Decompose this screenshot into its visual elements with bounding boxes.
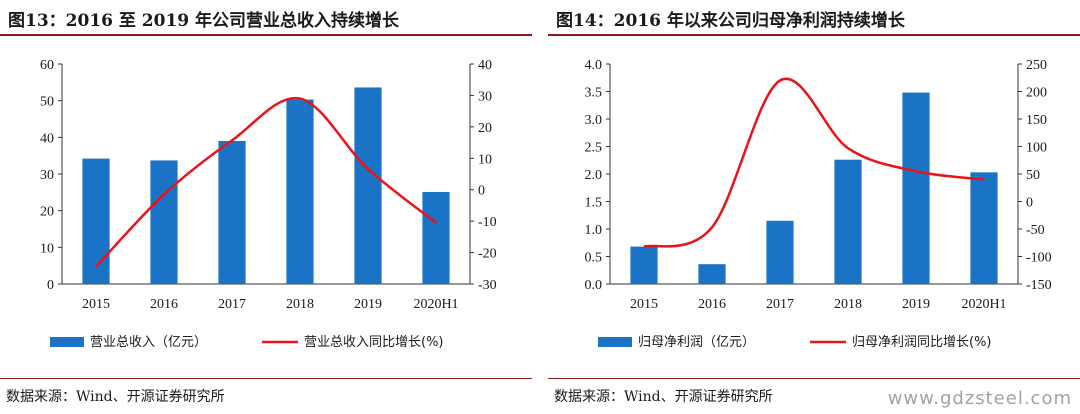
- chart-profit: 0.0 0.5 1.0 1.5 2.0 2.5 3.0 3.5 4.0 -150 -100 -50 0 5…: [585, 58, 1052, 350]
- legend-bar-label: 归母净利润（亿元）: [638, 335, 755, 350]
- legend-line-label: 归母净利润同比增长(%): [852, 335, 992, 350]
- left-tick-label: 0: [47, 278, 54, 293]
- left-tick-label: 3.0: [585, 113, 603, 128]
- bar: [354, 87, 382, 284]
- left-tick-label: 2.0: [585, 168, 603, 183]
- chart-panel-profit: 图14：2016 年以来公司归母净利润持续增长 0.0 0.5 1.0 1.5 2.0 2…: [548, 0, 1080, 414]
- x-tick-label: 2019: [902, 297, 930, 312]
- right-tick-label: 250: [1026, 58, 1047, 73]
- title-divider: [0, 34, 532, 36]
- bar: [698, 264, 726, 284]
- left-tick-label: 4.0: [585, 58, 603, 73]
- left-tick-label: 40: [40, 131, 54, 146]
- right-tick-label: 0: [478, 184, 485, 199]
- source-divider: [0, 378, 532, 379]
- right-tick-label: 0: [1026, 196, 1033, 211]
- source-divider: [548, 378, 1080, 379]
- right-tick-label: 100: [1026, 141, 1047, 156]
- left-tick-label: 0.5: [585, 251, 603, 266]
- left-tick-label: 60: [40, 58, 54, 73]
- bar: [902, 92, 930, 284]
- bar: [218, 141, 246, 284]
- legend-bar-label: 营业总收入（亿元）: [90, 335, 207, 350]
- right-tick-label: 40: [478, 58, 492, 73]
- left-tick-label: 1.0: [585, 223, 603, 238]
- legend-bar-swatch: [598, 337, 632, 347]
- bar: [970, 172, 998, 284]
- chart-title: 图14：2016 年以来公司归母净利润持续增长: [556, 11, 905, 31]
- growth-line: [643, 77, 985, 248]
- left-tick-label: 2.5: [585, 141, 603, 156]
- right-tick-label: 150: [1026, 113, 1047, 128]
- left-tick-label: 1.5: [585, 196, 603, 211]
- right-tick-label: 50: [1026, 168, 1040, 183]
- x-tick-label: 2015: [630, 297, 658, 312]
- right-tick-label: -20: [478, 247, 497, 262]
- right-tick-label: 20: [478, 121, 492, 136]
- x-tick-label: 2018: [286, 297, 314, 312]
- x-tick-label: 2016: [150, 297, 178, 312]
- bar: [630, 246, 658, 284]
- right-tick-label: 200: [1026, 86, 1047, 101]
- legend-bar-swatch: [50, 337, 84, 347]
- right-tick-label: -30: [478, 278, 497, 293]
- x-tick-label: 2020H1: [961, 297, 1006, 312]
- x-tick-label: 2019: [354, 297, 382, 312]
- source-note: 数据来源：Wind、开源证券研究所: [554, 389, 773, 405]
- x-tick-label: 2015: [82, 297, 110, 312]
- title-divider: [548, 34, 1080, 36]
- watermark: www.gdzsteel.com: [887, 388, 1072, 409]
- right-tick-label: -10: [478, 215, 497, 230]
- left-tick-label: 3.5: [585, 86, 603, 101]
- left-tick-label: 20: [40, 205, 54, 220]
- bar: [422, 191, 450, 284]
- bar: [82, 158, 110, 284]
- right-tick-label: -150: [1026, 278, 1052, 293]
- x-tick-label: 2018: [834, 297, 862, 312]
- left-tick-label: 30: [40, 168, 54, 183]
- x-tick-label: 2016: [698, 297, 726, 312]
- chart-revenue: 0 10 20 30 40 50 60 -30 -20 -10 0 10 20 30 40 2015 2016 2…: [40, 58, 497, 350]
- x-tick-label: 2017: [766, 297, 794, 312]
- right-tick-label: -100: [1026, 251, 1052, 266]
- left-tick-label: 10: [40, 241, 54, 256]
- bar: [766, 220, 794, 284]
- growth-line: [95, 96, 437, 268]
- right-tick-label: 30: [478, 89, 492, 104]
- x-tick-label: 2020H1: [413, 297, 458, 312]
- legend-line-label: 营业总收入同比增长(%): [304, 335, 444, 350]
- x-tick-label: 2017: [218, 297, 246, 312]
- bar: [286, 99, 314, 284]
- chart-panel-revenue: 图13：2016 至 2019 年公司营业总收入持续增长 0 10 20 30 40 50…: [0, 0, 532, 414]
- right-tick-label: 10: [478, 152, 492, 167]
- left-tick-label: 50: [40, 95, 54, 110]
- bar: [834, 159, 862, 284]
- left-tick-label: 0.0: [585, 278, 603, 293]
- source-note: 数据来源：Wind、开源证券研究所: [6, 389, 225, 405]
- bar: [150, 160, 178, 284]
- chart-title: 图13：2016 至 2019 年公司营业总收入持续增长: [8, 11, 400, 31]
- right-tick-label: -50: [1026, 223, 1045, 238]
